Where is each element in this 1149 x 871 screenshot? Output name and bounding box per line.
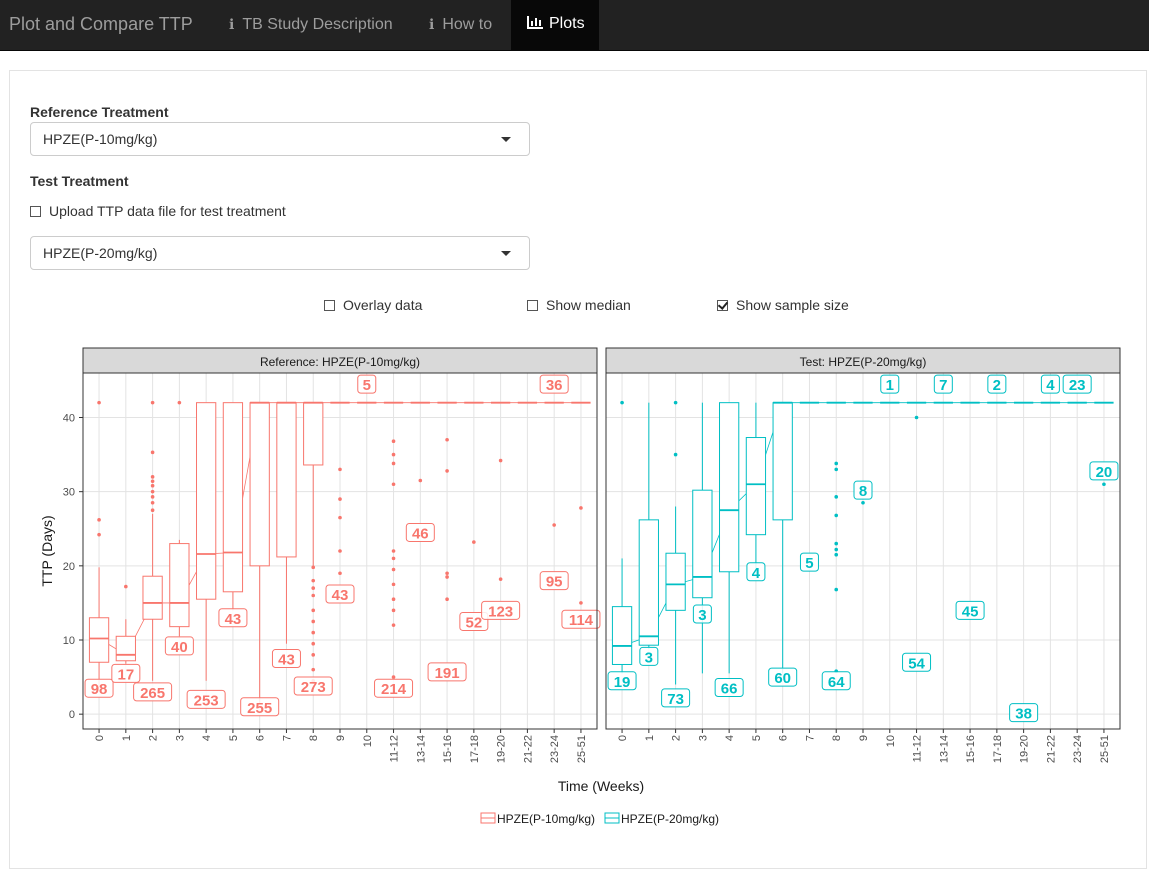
- main-panel: [9, 70, 1147, 869]
- overlay-data-label: Overlay data: [343, 297, 423, 313]
- tab-label: TB Study Description: [242, 16, 393, 33]
- caret-down-icon: [501, 137, 511, 142]
- tab-label: Plots: [549, 15, 585, 32]
- show-median-checkbox[interactable]: [527, 300, 538, 311]
- navbar: Plot and Compare TTP ℹ TB Study Descripti…: [0, 0, 1149, 51]
- info-icon: ℹ: [229, 16, 235, 32]
- show-sample-size-option[interactable]: Show sample size: [717, 297, 849, 313]
- tab-tb-study-description[interactable]: ℹ TB Study Description: [213, 0, 409, 50]
- show-sample-size-label: Show sample size: [736, 297, 849, 313]
- info-icon: ℹ: [429, 16, 435, 32]
- test-treatment-value: HPZE(P-20mg/kg): [43, 245, 158, 261]
- upload-ttp-checkbox-row[interactable]: Upload TTP data file for test treatment: [30, 203, 286, 219]
- upload-ttp-checkbox[interactable]: [30, 206, 41, 217]
- tab-label: How to: [442, 16, 493, 33]
- test-treatment-label: Test Treatment: [30, 173, 129, 189]
- tab-plots[interactable]: Plots: [511, 0, 599, 50]
- app-brand[interactable]: Plot and Compare TTP: [9, 14, 193, 34]
- reference-treatment-select[interactable]: HPZE(P-10mg/kg): [30, 122, 530, 156]
- bar-chart-icon: [527, 16, 543, 29]
- caret-down-icon: [501, 251, 511, 256]
- overlay-data-checkbox[interactable]: [324, 300, 335, 311]
- upload-ttp-label: Upload TTP data file for test treatment: [49, 203, 286, 219]
- show-sample-size-checkbox[interactable]: [717, 300, 728, 311]
- tab-how-to[interactable]: ℹ How to: [413, 0, 508, 50]
- reference-treatment-value: HPZE(P-10mg/kg): [43, 131, 158, 147]
- overlay-data-option[interactable]: Overlay data: [324, 297, 422, 313]
- show-median-label: Show median: [546, 297, 631, 313]
- show-median-option[interactable]: Show median: [527, 297, 631, 313]
- test-treatment-select[interactable]: HPZE(P-20mg/kg): [30, 236, 530, 270]
- reference-treatment-label: Reference Treatment: [30, 104, 169, 120]
